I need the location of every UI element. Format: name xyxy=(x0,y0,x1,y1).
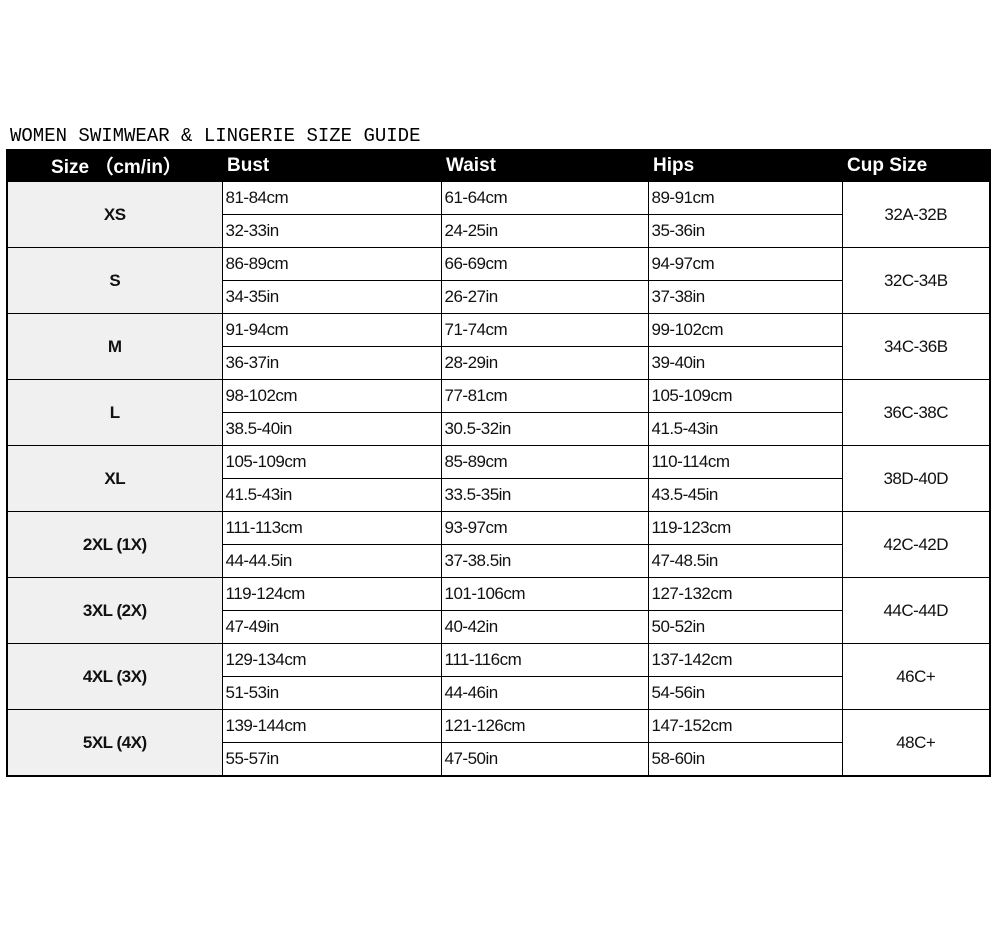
table-row: 34-35in 26-27in 37-38in xyxy=(7,280,990,314)
table-row: 44-44.5in 37-38.5in 47-48.5in xyxy=(7,544,990,578)
bust-cell: 129-134cm xyxy=(221,643,442,677)
size-cell: 3XL (2X) xyxy=(6,577,223,644)
waist-cell: 101-106cm xyxy=(440,577,649,611)
bust-cell: 38.5-40in xyxy=(221,412,442,446)
table-row: 5XL (4X) 139-144cm 121-126cm 147-152cm 48C+ xyxy=(6,709,991,777)
size-cell: XS xyxy=(6,180,223,248)
waist-cell: 33.5-35in xyxy=(440,478,649,512)
size-cell: 5XL (4X) xyxy=(6,709,223,777)
hips-cell: 94-97cm xyxy=(647,247,843,281)
bust-cell: 55-57in xyxy=(221,742,442,777)
bust-cell: 105-109cm xyxy=(221,445,442,479)
waist-cell: 71-74cm xyxy=(440,313,649,347)
hips-cell: 137-142cm xyxy=(647,643,843,677)
waist-cell: 37-38.5in xyxy=(440,544,649,578)
hips-cell: 39-40in xyxy=(647,346,843,380)
size-cell: 4XL (3X) xyxy=(6,643,223,710)
hips-cell: 110-114cm xyxy=(647,445,843,479)
waist-cell: 85-89cm xyxy=(440,445,649,479)
hips-cell: 58-60in xyxy=(647,742,843,777)
hips-cell: 35-36in xyxy=(647,214,843,248)
page-title: WOMEN SWIMWEAR & LINGERIE SIZE GUIDE xyxy=(10,125,421,147)
table-row: 2XL (1X) 111-113cm 93-97cm 119-123cm 42C-42D xyxy=(6,511,991,578)
header-cup-size: Cup Size xyxy=(841,149,991,182)
waist-cell: 40-42in xyxy=(440,610,649,644)
waist-cell: 61-64cm xyxy=(440,180,649,215)
hips-cell: 99-102cm xyxy=(647,313,843,347)
waist-cell: 111-116cm xyxy=(440,643,649,677)
bust-cell: 111-113cm xyxy=(221,511,442,545)
waist-cell: 30.5-32in xyxy=(440,412,649,446)
table-row: S 86-89cm 66-69cm 94-97cm 32C-34B xyxy=(6,247,991,314)
table-row: M 91-94cm 71-74cm 99-102cm 34C-36B xyxy=(6,313,991,380)
bust-cell: 36-37in xyxy=(221,346,442,380)
table-row: 32-33in 24-25in 35-36in xyxy=(7,214,990,248)
table-row: 36-37in 28-29in 39-40in xyxy=(7,346,990,380)
cup-size-cell: 36C-38C xyxy=(841,379,991,446)
hips-cell: 54-56in xyxy=(647,676,843,710)
table-row: 41.5-43in 33.5-35in 43.5-45in xyxy=(7,478,990,512)
bust-cell: 32-33in xyxy=(221,214,442,248)
hips-cell: 47-48.5in xyxy=(647,544,843,578)
hips-cell: 105-109cm xyxy=(647,379,843,413)
cup-size-cell: 34C-36B xyxy=(841,313,991,380)
bust-cell: 119-124cm xyxy=(221,577,442,611)
hips-cell: 37-38in xyxy=(647,280,843,314)
hips-cell: 89-91cm xyxy=(647,180,843,215)
hips-cell: 147-152cm xyxy=(647,709,843,743)
hips-cell: 50-52in xyxy=(647,610,843,644)
bust-cell: 47-49in xyxy=(221,610,442,644)
waist-cell: 121-126cm xyxy=(440,709,649,743)
cup-size-cell: 48C+ xyxy=(841,709,991,777)
table-row: 3XL (2X) 119-124cm 101-106cm 127-132cm 44C-4… xyxy=(6,577,991,644)
header-size: Size （cm/in） xyxy=(6,149,223,182)
waist-cell: 93-97cm xyxy=(440,511,649,545)
cup-size-cell: 32A-32B xyxy=(841,180,991,248)
size-cell: S xyxy=(6,247,223,314)
size-cell: XL xyxy=(6,445,223,512)
hips-cell: 119-123cm xyxy=(647,511,843,545)
cup-size-cell: 42C-42D xyxy=(841,511,991,578)
size-cell: M xyxy=(6,313,223,380)
hips-cell: 41.5-43in xyxy=(647,412,843,446)
header-bust: Bust xyxy=(221,149,442,182)
bust-cell: 91-94cm xyxy=(221,313,442,347)
cup-size-cell: 32C-34B xyxy=(841,247,991,314)
waist-cell: 47-50in xyxy=(440,742,649,777)
waist-cell: 44-46in xyxy=(440,676,649,710)
bust-cell: 51-53in xyxy=(221,676,442,710)
size-guide-table: Size （cm/in） Bust Waist Hips Cup Size XS… xyxy=(6,149,991,777)
header-waist: Waist xyxy=(440,149,649,182)
bust-cell: 139-144cm xyxy=(221,709,442,743)
table-row: 51-53in 44-46in 54-56in xyxy=(7,676,990,710)
waist-cell: 66-69cm xyxy=(440,247,649,281)
table-row: 4XL (3X) 129-134cm 111-116cm 137-142cm 46C+ xyxy=(6,643,991,710)
table-row: 47-49in 40-42in 50-52in xyxy=(7,610,990,644)
table-row: XS 81-84cm 61-64cm 89-91cm 32A-32B xyxy=(6,180,991,248)
table-row: 55-57in 47-50in 58-60in xyxy=(7,742,990,777)
waist-cell: 28-29in xyxy=(440,346,649,380)
cup-size-cell: 44C-44D xyxy=(841,577,991,644)
waist-cell: 24-25in xyxy=(440,214,649,248)
header-hips: Hips xyxy=(647,149,843,182)
bust-cell: 81-84cm xyxy=(221,180,442,215)
size-cell: 2XL (1X) xyxy=(6,511,223,578)
waist-cell: 26-27in xyxy=(440,280,649,314)
bust-cell: 44-44.5in xyxy=(221,544,442,578)
bust-cell: 86-89cm xyxy=(221,247,442,281)
waist-cell: 77-81cm xyxy=(440,379,649,413)
table-row: XL 105-109cm 85-89cm 110-114cm 38D-40D xyxy=(6,445,991,512)
bust-cell: 98-102cm xyxy=(221,379,442,413)
table-row: 38.5-40in 30.5-32in 41.5-43in xyxy=(7,412,990,446)
cup-size-cell: 46C+ xyxy=(841,643,991,710)
header-row: Size （cm/in） Bust Waist Hips Cup Size xyxy=(6,149,991,182)
bust-cell: 41.5-43in xyxy=(221,478,442,512)
table-row: L 98-102cm 77-81cm 105-109cm 36C-38C xyxy=(6,379,991,446)
size-cell: L xyxy=(6,379,223,446)
cup-size-cell: 38D-40D xyxy=(841,445,991,512)
hips-cell: 43.5-45in xyxy=(647,478,843,512)
hips-cell: 127-132cm xyxy=(647,577,843,611)
bust-cell: 34-35in xyxy=(221,280,442,314)
